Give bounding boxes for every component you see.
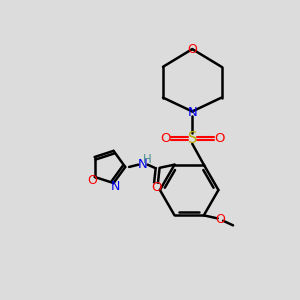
Text: O: O [87,174,97,187]
Text: H: H [143,153,152,166]
Text: N: N [138,158,148,171]
Text: N: N [188,106,197,119]
Text: O: O [151,181,161,194]
Text: O: O [214,132,224,145]
Text: N: N [111,180,121,194]
Text: O: O [187,43,197,56]
Text: O: O [215,213,225,226]
Text: O: O [160,132,171,145]
Text: S: S [188,131,197,146]
